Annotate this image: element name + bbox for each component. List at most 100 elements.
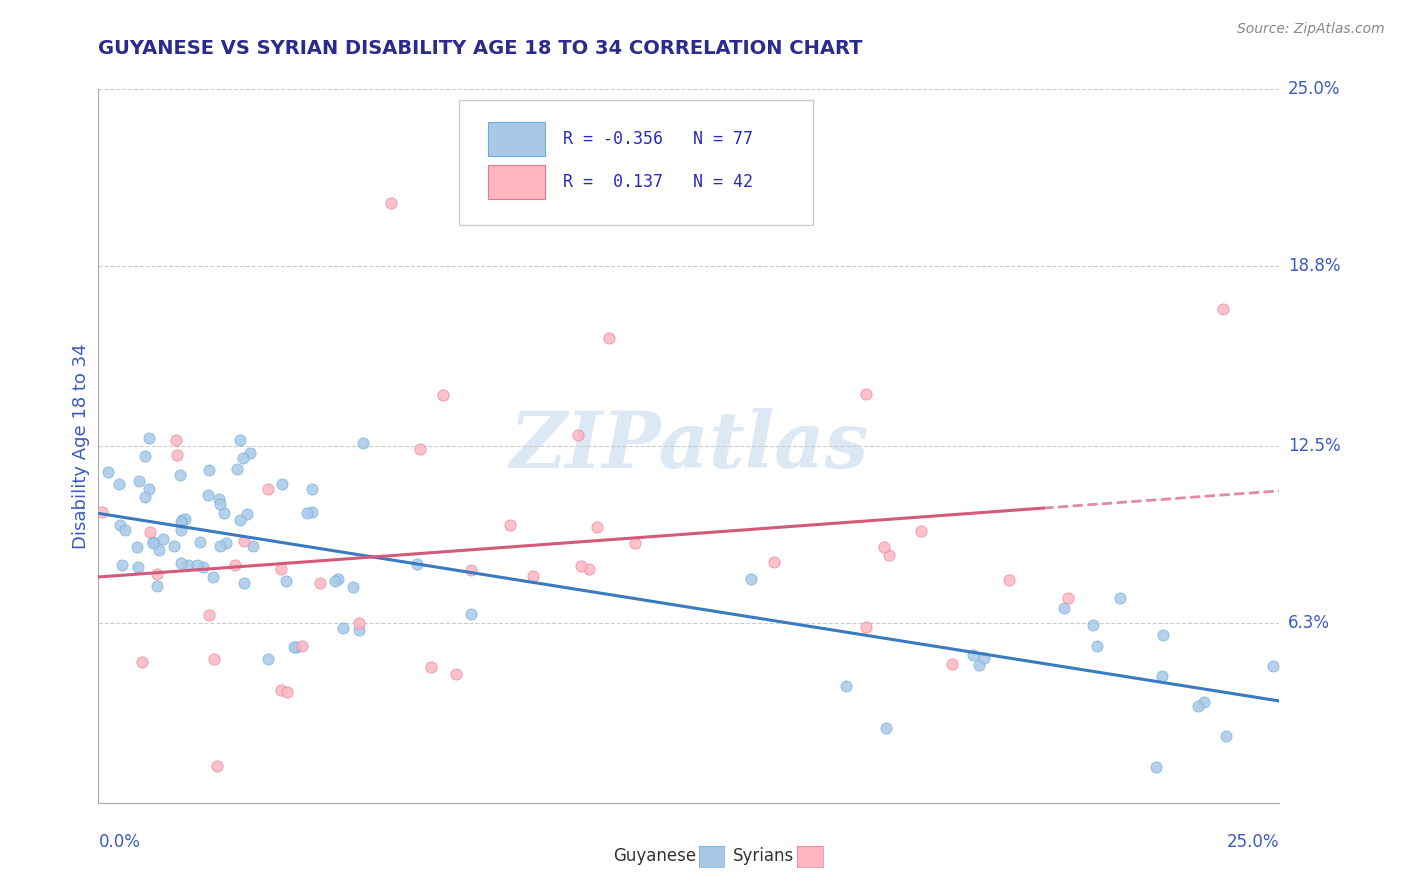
Text: 0.0%: 0.0% (98, 833, 141, 851)
Point (962, 648, 984, 662)
Point (165, 433, 187, 447)
Point (97, 465, 120, 479)
Point (186, 558, 208, 573)
Point (131, 655, 153, 669)
Point (408, 442, 430, 456)
Point (762, 555, 785, 569)
Point (202, 652, 225, 666)
Point (855, 620, 877, 634)
Point (910, 524, 932, 538)
Point (460, 563, 482, 577)
Point (297, 506, 319, 520)
Point (114, 524, 136, 538)
Point (1085, 639, 1108, 653)
Point (232, 450, 254, 465)
Point (111, 558, 134, 572)
Point (1212, 301, 1234, 316)
Point (148, 543, 170, 558)
Point (188, 535, 211, 549)
Point (163, 540, 186, 554)
Point (301, 483, 323, 497)
Text: ZIPatlas: ZIPatlas (509, 408, 869, 484)
Point (146, 578, 169, 592)
Point (134, 490, 156, 504)
Point (134, 450, 156, 464)
Point (432, 387, 454, 401)
Point (1152, 628, 1174, 642)
Point (108, 518, 131, 533)
Point (236, 507, 259, 521)
Point (1109, 591, 1132, 605)
FancyBboxPatch shape (488, 165, 546, 199)
Point (142, 535, 165, 549)
Point (170, 556, 193, 570)
Point (875, 721, 897, 735)
Point (1056, 591, 1078, 606)
Point (567, 427, 589, 442)
Point (1053, 600, 1076, 615)
Text: Source: ZipAtlas.com: Source: ZipAtlas.com (1237, 22, 1385, 37)
Point (326, 572, 349, 586)
Point (1263, 658, 1285, 673)
Point (257, 482, 280, 496)
Point (197, 488, 219, 502)
Point (233, 576, 256, 591)
Point (166, 448, 188, 462)
Point (444, 667, 467, 681)
Point (198, 462, 221, 476)
Text: 6.3%: 6.3% (1288, 614, 1330, 632)
Y-axis label: Disability Age 18 to 34: Disability Age 18 to 34 (72, 343, 90, 549)
Point (598, 330, 620, 344)
Point (283, 640, 305, 654)
Point (169, 467, 191, 482)
Text: R =  0.137   N = 42: R = 0.137 N = 42 (562, 173, 752, 191)
Point (127, 560, 149, 574)
Point (138, 524, 160, 539)
Point (569, 559, 592, 574)
Point (1144, 760, 1167, 774)
Point (270, 683, 292, 698)
Text: R = -0.356   N = 77: R = -0.356 N = 77 (562, 130, 752, 148)
Point (380, 196, 402, 211)
Point (347, 616, 370, 631)
Point (224, 558, 246, 573)
Point (499, 518, 522, 533)
Point (276, 684, 298, 698)
Point (208, 491, 231, 506)
Point (205, 759, 228, 773)
Point (578, 562, 600, 576)
Point (301, 505, 323, 519)
Point (405, 557, 427, 571)
Text: 12.5%: 12.5% (1288, 437, 1340, 455)
Point (198, 607, 221, 622)
Point (91, 504, 114, 518)
Point (271, 476, 294, 491)
Point (740, 572, 762, 586)
Text: Syrians: Syrians (733, 847, 794, 865)
Point (877, 549, 900, 563)
Point (212, 506, 235, 520)
Point (586, 520, 609, 534)
Point (208, 497, 231, 511)
Point (215, 536, 238, 550)
Point (834, 680, 856, 694)
Point (226, 461, 249, 475)
Point (138, 431, 160, 445)
Point (323, 574, 346, 589)
Point (997, 573, 1019, 587)
Point (128, 474, 150, 488)
Point (1083, 618, 1105, 632)
Point (352, 436, 374, 450)
Point (146, 566, 169, 581)
FancyBboxPatch shape (488, 122, 546, 156)
Point (152, 533, 174, 547)
Point (460, 607, 482, 621)
Point (228, 513, 250, 527)
Point (873, 540, 896, 554)
Point (142, 535, 165, 549)
Point (174, 511, 197, 525)
Point (229, 433, 252, 447)
Point (170, 523, 193, 537)
Point (138, 482, 160, 496)
Point (1187, 698, 1209, 713)
